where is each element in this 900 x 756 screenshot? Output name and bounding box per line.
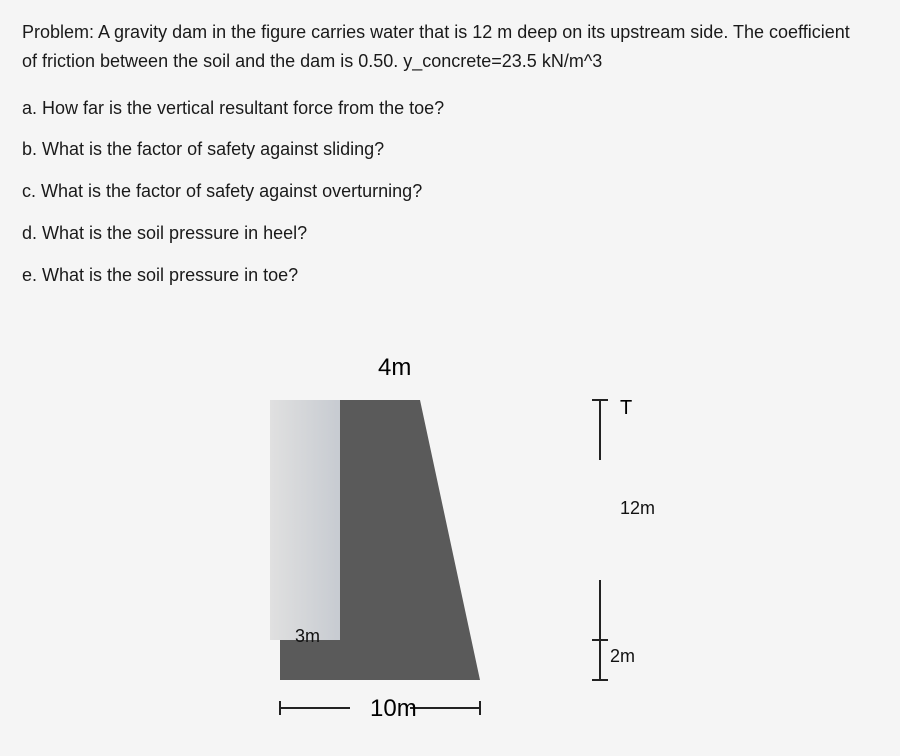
question-c: c. What is the factor of safety against … xyxy=(22,173,878,211)
dam-figure: T 4m 3m 10m 12m 2m xyxy=(200,350,760,730)
problem-statement: Problem: A gravity dam in the figure car… xyxy=(22,18,878,76)
question-a: a. How far is the vertical resultant for… xyxy=(22,90,878,128)
problem-line-1: Problem: A gravity dam in the figure car… xyxy=(22,18,878,47)
label-heel-step: 3m xyxy=(295,626,320,647)
label-12m: 12m xyxy=(620,498,655,519)
label-2m: 2m xyxy=(610,646,635,667)
label-base-width: 10m xyxy=(370,695,417,723)
label-top-width: 4m xyxy=(378,354,411,382)
water-body xyxy=(270,400,340,640)
problem-line-2: of friction between the soil and the dam… xyxy=(22,47,878,76)
dam-svg: T xyxy=(200,350,760,750)
tick-top: T xyxy=(620,397,632,419)
question-b: b. What is the factor of safety against … xyxy=(22,131,878,169)
question-list: a. How far is the vertical resultant for… xyxy=(22,90,878,295)
question-e: e. What is the soil pressure in toe? xyxy=(22,257,878,295)
question-d: d. What is the soil pressure in heel? xyxy=(22,215,878,253)
